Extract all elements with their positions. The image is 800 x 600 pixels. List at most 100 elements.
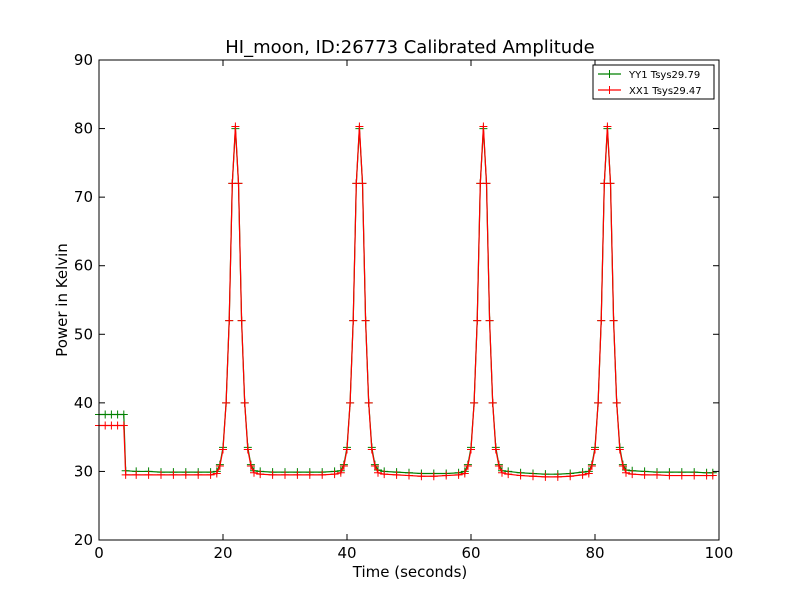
data-point-marker (566, 472, 575, 481)
data-point-marker (293, 470, 302, 479)
data-point-marker (594, 398, 603, 407)
data-point-marker (243, 445, 252, 454)
data-point-marker (268, 470, 277, 479)
data-point-marker (370, 461, 379, 470)
legend-label: YY1 Tsys29.79 (628, 70, 700, 81)
y-tick-label: 70 (74, 188, 93, 206)
data-point-marker (541, 472, 550, 481)
data-point-marker (417, 472, 426, 481)
data-point-marker (454, 470, 463, 479)
data-point-marker (640, 470, 649, 479)
y-tick-label: 20 (74, 531, 93, 549)
x-tick-label: 20 (213, 544, 232, 562)
data-point-marker (591, 445, 599, 454)
data-point-marker (529, 472, 537, 481)
data-point-marker (121, 470, 130, 479)
data-point-marker (305, 470, 314, 479)
data-point-marker (361, 316, 370, 325)
x-tick-label: 80 (585, 544, 604, 562)
data-point-marker (460, 469, 469, 478)
data-point-marker (364, 398, 373, 407)
data-point-marker (553, 472, 562, 481)
data-point-marker (597, 316, 606, 325)
data-point-marker (349, 316, 358, 325)
legend-item: YY1 Tsys29.79 (598, 70, 700, 81)
legend-box (592, 64, 715, 100)
legend: YY1 Tsys29.79 XX1 Tsys29.47 (592, 64, 715, 100)
data-point-marker (606, 179, 615, 188)
data-point-marker (281, 470, 289, 479)
data-point-marker (405, 471, 413, 480)
data-point-marker (498, 468, 506, 477)
data-point-marker (429, 472, 438, 481)
data-point-marker (240, 398, 249, 407)
data-point-marker (231, 122, 240, 131)
x-tick-label: 40 (337, 544, 356, 562)
data-point-marker (463, 461, 472, 470)
data-point-marker (343, 445, 351, 454)
data-point-marker (246, 461, 255, 470)
data-point-marker (485, 316, 494, 325)
data-point-marker (367, 445, 376, 454)
y-tick-label: 60 (74, 257, 93, 275)
data-point-marker (144, 470, 153, 479)
data-point-marker (212, 469, 221, 478)
data-point-marker (318, 470, 327, 479)
data-point-marker (330, 470, 339, 479)
data-point-marker (222, 398, 231, 407)
data-point-marker (358, 179, 367, 188)
y-axis-title: Power in Kelvin (53, 243, 71, 357)
data-point-marker (677, 471, 686, 480)
data-point-marker (584, 469, 593, 478)
data-point-marker (181, 470, 190, 479)
legend-item: XX1 Tsys29.47 (598, 86, 702, 97)
y-tick-label: 80 (74, 120, 93, 138)
data-point-marker (482, 179, 491, 188)
data-point-marker (470, 398, 479, 407)
legend-marker (605, 70, 614, 78)
data-point-marker (473, 316, 482, 325)
data-point-marker (609, 316, 618, 325)
data-point-marker (467, 445, 475, 454)
x-tick-label: 100 (705, 544, 734, 562)
data-point-marker (237, 316, 246, 325)
data-point-marker (488, 398, 497, 407)
data-point-marker (665, 471, 674, 480)
data-point-marker (653, 470, 661, 479)
y-tick-label: 90 (74, 51, 93, 69)
y-tick-label: 30 (74, 462, 93, 480)
data-point-marker (578, 470, 587, 479)
data-point-marker (119, 421, 128, 430)
y-tick-label: 50 (74, 325, 93, 343)
data-point-marker (587, 461, 596, 470)
data-point-marker (215, 461, 224, 470)
data-point-marker (504, 470, 513, 479)
data-point-marker (339, 461, 348, 470)
y-tick-label: 40 (74, 394, 93, 412)
legend-marker (605, 86, 614, 94)
data-point-marker (157, 470, 165, 479)
data-point-marker (169, 470, 178, 479)
data-point-marker (132, 470, 141, 479)
data-point-marker (603, 122, 612, 131)
series-1 (95, 122, 717, 481)
x-tick-label: 60 (461, 544, 480, 562)
data-point-marker (256, 470, 265, 479)
data-point-marker (374, 468, 382, 477)
data-point-marker (442, 471, 451, 480)
data-point-marker (494, 461, 503, 470)
x-axis-title: Time (seconds) (352, 563, 468, 581)
data-point-marker (194, 470, 203, 479)
data-point-marker (336, 468, 345, 477)
data-point-marker (479, 122, 488, 131)
data-point-marker (250, 468, 258, 477)
data-point-marker (219, 445, 227, 454)
data-point-marker (622, 468, 630, 477)
data-point-marker (206, 470, 215, 479)
data-point-marker (225, 316, 234, 325)
data-point-marker (346, 398, 355, 407)
data-point-marker (234, 179, 243, 188)
